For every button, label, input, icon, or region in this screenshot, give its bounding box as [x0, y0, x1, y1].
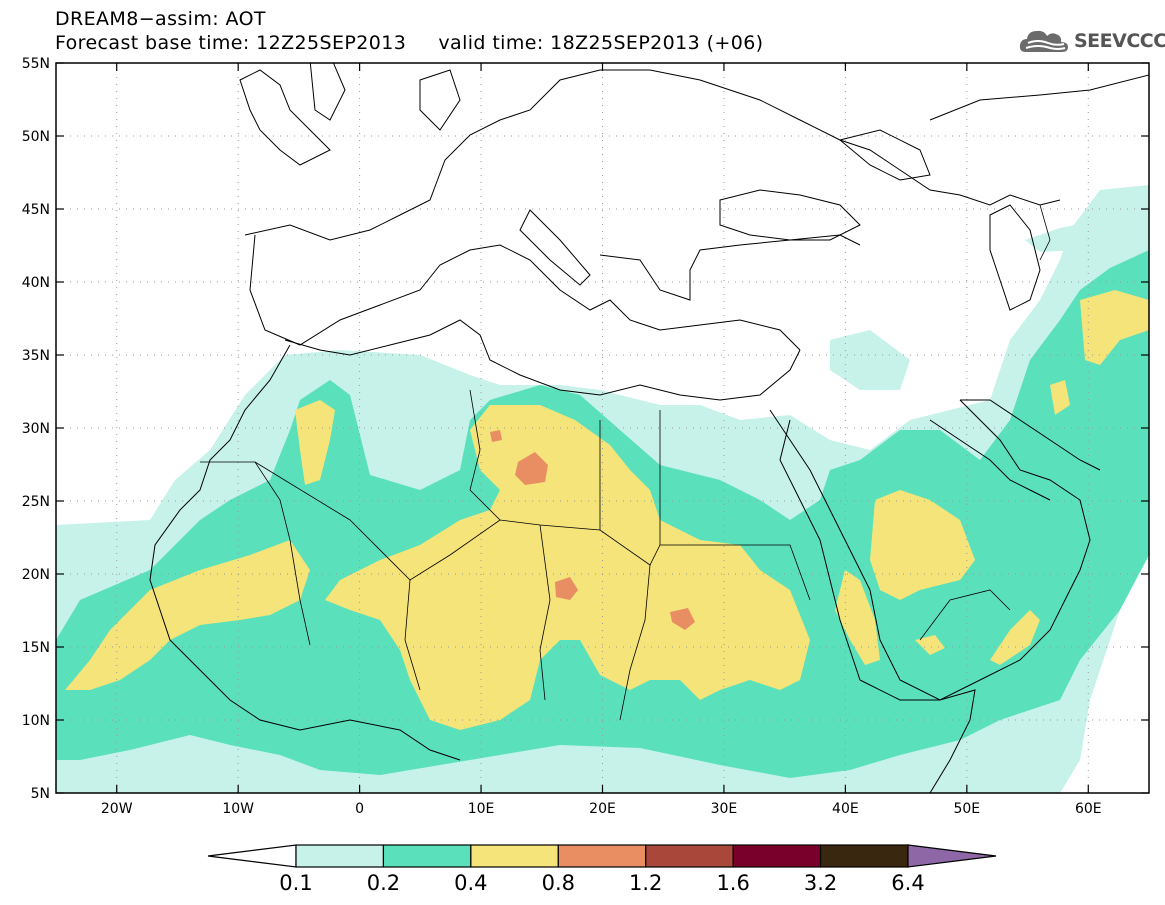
aot-band-0.1-east [830, 330, 910, 390]
lat-tick-label: 55N [22, 56, 50, 72]
logo-text: SEEVCCC [1074, 30, 1165, 52]
aot-band-0.4-somalia [915, 635, 945, 655]
lon-tick-label: 20W [101, 801, 133, 817]
colorbar-swatch [295, 844, 385, 868]
lon-tick-label: 10W [222, 801, 254, 817]
aot-band-0.4-arabia [870, 490, 975, 600]
colorbar-label: 0.8 [542, 871, 575, 895]
seevccc-logo: SEEVCCC [1018, 26, 1165, 56]
colorbar-swatch [645, 844, 734, 868]
aot-band-0.8-libya [515, 452, 548, 485]
longitude-axis: 20W 10W 0 10E 20E 30E 40E 50E 60E [101, 63, 1102, 817]
colorbar-over-arrow [907, 844, 997, 868]
aot-fields [56, 185, 1149, 793]
country-borders [200, 204, 1051, 721]
latitude-axis: 55N 50N 45N 40N 35N 30N 25N 20N 15N 10N 5N [22, 56, 1149, 802]
lat-tick-label: 30N [22, 421, 50, 437]
colorbar-swatch [557, 844, 647, 868]
lon-tick-label: 10E [468, 801, 495, 817]
aot-band-0.8-chad [555, 577, 578, 600]
lon-tick-label: 40E [832, 801, 859, 817]
aot-band-0.4-sahara [325, 405, 810, 730]
lon-tick-label: 60E [1075, 801, 1102, 817]
colorbar-label: 6.4 [891, 871, 924, 895]
colorbar-label: 1.2 [629, 871, 662, 895]
colorbar-swatch [382, 844, 472, 868]
colorbar-label: 0.4 [454, 871, 487, 895]
aot-band-0.4-morocco [295, 400, 335, 485]
colorbar-swatch [732, 844, 822, 868]
colorbar-label: 1.6 [716, 871, 749, 895]
aot-band-0.4-iran [1080, 290, 1149, 365]
lat-tick-label: 35N [22, 348, 50, 364]
lat-tick-label: 45N [22, 202, 50, 218]
colorbar-label: 3.2 [804, 871, 837, 895]
coastlines [149, 63, 1149, 793]
colorbar-label: 0.2 [367, 871, 400, 895]
aot-band-0.1-ne [1025, 215, 1149, 252]
colorbar-swatch [819, 844, 909, 868]
aot-band-0.8-sudan [670, 608, 695, 630]
aot-band-0.4-redsea [835, 570, 880, 665]
lon-tick-label: 20E [589, 801, 616, 817]
map-subtitle: Forecast base time: 12Z25SEP2013 valid t… [55, 32, 764, 54]
colorbar-swatch [470, 844, 559, 868]
colorbar: 0.1 0.2 0.4 0.8 1.2 1.6 3.2 6.4 [207, 844, 997, 895]
lat-tick-label: 15N [22, 640, 50, 656]
colorbar-under-arrow [207, 844, 297, 868]
aot-band-0.8-spot [490, 430, 502, 442]
lat-tick-label: 20N [22, 567, 50, 583]
lat-lon-grid [56, 63, 1149, 793]
lon-tick-label: 30E [711, 801, 738, 817]
lat-tick-label: 25N [22, 494, 50, 510]
map-title: DREAM8−assim: AOT [55, 8, 266, 30]
lat-tick-label: 10N [22, 713, 50, 729]
lat-tick-label: 40N [22, 275, 50, 291]
aot-band-0.4-west [65, 540, 310, 690]
lat-tick-label: 5N [31, 786, 50, 802]
aot-band-0.4-gulf [1050, 380, 1070, 415]
lon-tick-label: 0 [355, 801, 364, 817]
colorbar-label: 0.1 [279, 871, 312, 895]
lat-tick-label: 50N [22, 129, 50, 145]
lon-tick-label: 50E [953, 801, 980, 817]
aot-band-0.4-yemen [990, 610, 1040, 665]
cloud-logo-icon [1019, 30, 1068, 52]
